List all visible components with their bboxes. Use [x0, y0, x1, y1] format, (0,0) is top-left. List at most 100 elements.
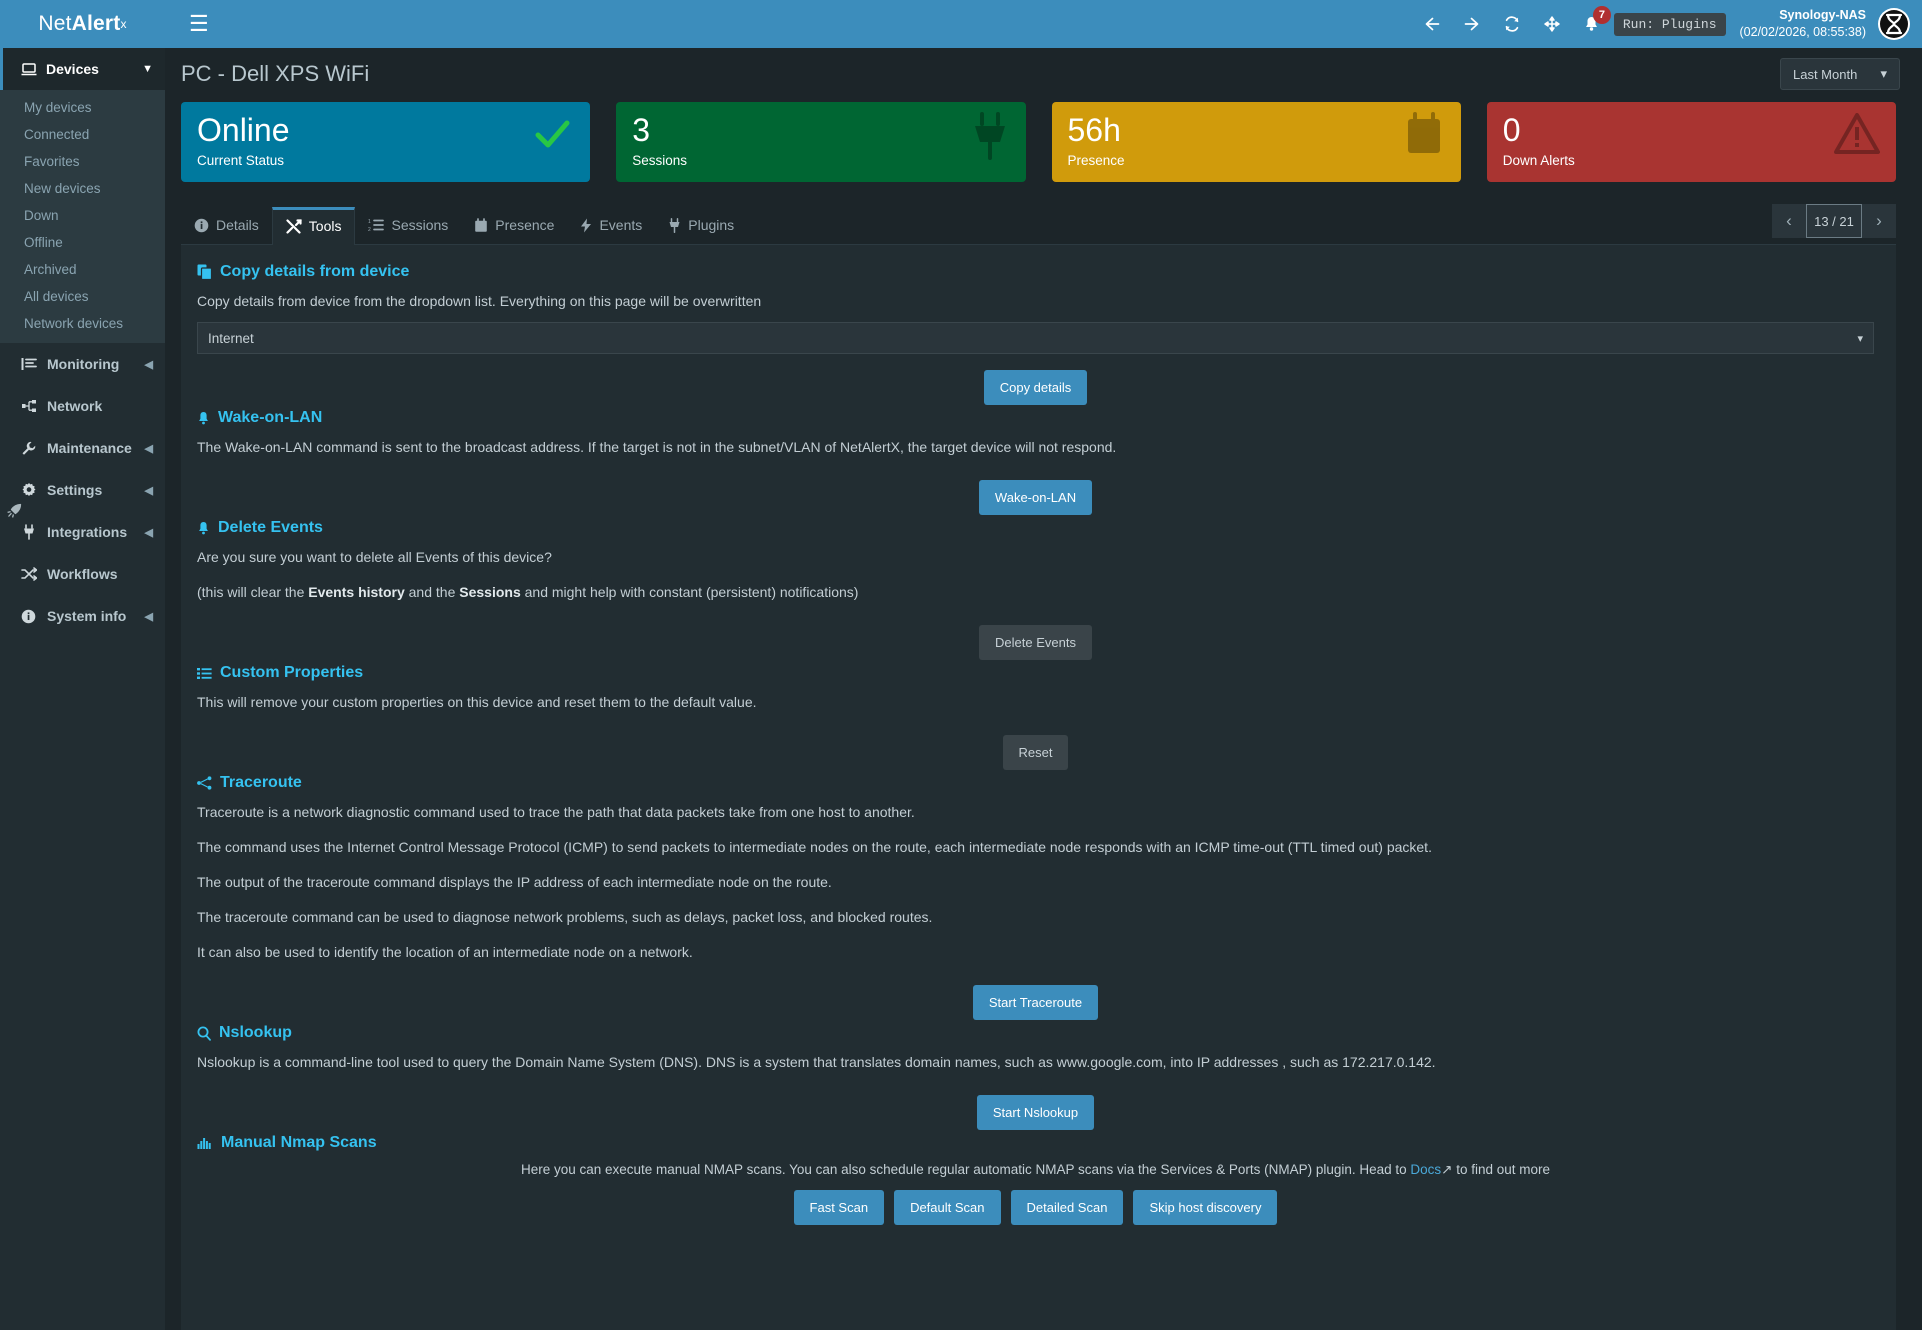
sidebar-item-offline[interactable]: Offline: [24, 235, 63, 250]
delete-note-mid: and the: [404, 584, 460, 600]
pagination-next-button[interactable]: ›: [1862, 204, 1896, 238]
delete-events-button-row: Delete Events: [197, 609, 1874, 664]
monitoring-icon: [20, 357, 37, 371]
status-card-current-status[interactable]: Online Current Status: [181, 102, 591, 182]
section-title-wake-on-lan: Wake-on-LAN: [197, 409, 1874, 427]
start-traceroute-button[interactable]: Start Traceroute: [972, 985, 1099, 1020]
tools-panel: Copy details from device Copy details fr…: [181, 245, 1896, 1330]
card-label: Current Status: [197, 152, 285, 168]
wake-on-lan-button[interactable]: Wake-on-LAN: [978, 480, 1093, 515]
sidebar-device-submenu: My devices Connected Favorites New devic…: [0, 90, 165, 343]
tools-icon: [286, 218, 302, 234]
sidebar-item-archived[interactable]: Archived: [24, 262, 77, 277]
move-icon[interactable]: [1543, 15, 1561, 33]
pagination-prev-button[interactable]: ‹: [1772, 204, 1806, 238]
run-plugins-status[interactable]: Run: Plugins: [1613, 12, 1726, 36]
period-select-value: Last Month: [1793, 66, 1858, 82]
delete-events-question: Are you sure you want to delete all Even…: [197, 549, 552, 565]
sidebar-item-my-devices[interactable]: My devices: [24, 100, 92, 115]
copy-details-button[interactable]: Copy details: [983, 370, 1088, 405]
wrench-icon: [20, 441, 37, 455]
hamburger-icon[interactable]: ☰: [189, 11, 209, 36]
check-icon: [530, 112, 574, 161]
sidebar-item-monitoring[interactable]: Monitoring ◀: [0, 343, 165, 385]
reset-custom-properties-button[interactable]: Reset: [1002, 735, 1069, 770]
fast-scan-button[interactable]: Fast Scan: [793, 1190, 885, 1225]
start-nslookup-button[interactable]: Start Nslookup: [976, 1095, 1095, 1130]
sidebar-item-settings[interactable]: Settings ◀: [0, 469, 165, 511]
skip-host-discovery-button[interactable]: Skip host discovery: [1133, 1190, 1278, 1225]
brand-superscript: x: [120, 17, 127, 31]
sidebar-item-new-devices[interactable]: New devices: [24, 181, 101, 196]
delete-events-note: (this will clear the Events history and …: [197, 582, 1874, 603]
card-value: 0: [1502, 112, 1521, 148]
detailed-scan-button[interactable]: Detailed Scan: [1010, 1190, 1124, 1225]
nmap-docs-link[interactable]: Docs: [1410, 1162, 1442, 1177]
period-select[interactable]: Last Month ▾: [1780, 58, 1900, 90]
nmap-note-post: to find out more: [1452, 1162, 1551, 1177]
sidebar-item-all-devices[interactable]: All devices: [24, 289, 89, 304]
sidebar-item-network[interactable]: Network: [0, 385, 165, 427]
sidebar-devices-label: Devices: [46, 61, 99, 77]
page-header: PC - Dell XPS WiFi Last Month ▾: [165, 48, 1922, 102]
tab-tools[interactable]: Tools: [271, 207, 356, 245]
hourglass-avatar-icon[interactable]: [1878, 8, 1910, 40]
section-title-delete-events: Delete Events: [197, 519, 1874, 537]
bell-icon: [197, 521, 210, 536]
wake-on-lan-button-row: Wake-on-LAN: [197, 464, 1874, 519]
page-title: PC - Dell XPS WiFi: [181, 61, 370, 86]
sidebar-item-workflows[interactable]: Workflows: [0, 553, 165, 595]
tab-label: Presence: [495, 217, 555, 233]
forward-arrow-icon[interactable]: [1463, 15, 1481, 33]
refresh-icon[interactable]: [1503, 15, 1521, 33]
bell-icon[interactable]: 7: [1583, 6, 1611, 33]
status-card-sessions[interactable]: 3 Sessions: [616, 102, 1026, 182]
tab-presence[interactable]: Presence: [461, 206, 567, 244]
shuffle-icon: [20, 567, 37, 581]
delete-events-button[interactable]: Delete Events: [979, 625, 1092, 660]
tab-events[interactable]: Events: [567, 206, 655, 244]
traceroute-paragraph-5: It can also be used to identify the loca…: [197, 944, 693, 960]
tab-label: Details: [216, 217, 259, 233]
back-arrow-icon[interactable]: [1423, 15, 1441, 33]
copy-details-device-select[interactable]: Internet ▾: [197, 322, 1874, 354]
brand-part-1: Net: [38, 12, 72, 35]
delete-note-bold-sessions: Sessions: [459, 584, 521, 600]
custom-properties-description: This will remove your custom properties …: [197, 694, 757, 710]
bell-icon: [197, 411, 210, 426]
tab-details[interactable]: Details: [181, 206, 272, 244]
rocket-icon: [6, 503, 22, 522]
tab-plugins[interactable]: Plugins: [655, 206, 747, 244]
brand-logo[interactable]: Net Alert x: [0, 0, 165, 48]
sidebar-item-network-devices[interactable]: Network devices: [24, 316, 124, 331]
delete-note-post: and might help with constant (persistent…: [520, 584, 859, 600]
sidebar-item-maintenance[interactable]: Maintenance ◀: [0, 427, 165, 469]
pagination-current[interactable]: 13 / 21: [1806, 204, 1862, 238]
sidebar-item-integrations[interactable]: Integrations ◀: [0, 511, 165, 553]
status-card-presence[interactable]: 56h Presence: [1051, 102, 1461, 182]
section-title-text: Custom Properties: [220, 664, 364, 681]
sidebar-maintenance-label: Maintenance: [47, 440, 132, 456]
sidebar-item-system-info[interactable]: System info ◀: [0, 595, 165, 637]
sidebar-integrations-label: Integrations: [47, 524, 128, 540]
section-title-text: Nslookup: [219, 1024, 292, 1041]
section-title-nslookup: Nslookup: [197, 1024, 1874, 1042]
network-icon: [20, 399, 37, 413]
traceroute-paragraph-1: Traceroute is a network diagnostic comma…: [197, 804, 915, 820]
list-icon: [197, 667, 212, 680]
sidebar-item-connected[interactable]: Connected: [24, 127, 90, 142]
sidebar-item-down[interactable]: Down: [24, 208, 59, 223]
status-card-down-alerts[interactable]: 0 Down Alerts: [1486, 102, 1896, 182]
top-bar: Net Alert x ☰: [0, 0, 1922, 48]
sidebar-item-favorites[interactable]: Favorites: [24, 154, 80, 169]
chevron-left-icon: ◀: [144, 484, 153, 497]
sidebar-monitoring-label: Monitoring: [47, 356, 120, 372]
plug-icon: [970, 112, 1010, 165]
laptop-icon: [20, 62, 37, 76]
traceroute-paragraph-3: The output of the traceroute command dis…: [197, 874, 832, 890]
nslookup-button-row: Start Nslookup: [197, 1079, 1874, 1134]
default-scan-button[interactable]: Default Scan: [894, 1190, 1001, 1225]
sidebar-item-devices[interactable]: Devices ▼: [0, 48, 165, 90]
